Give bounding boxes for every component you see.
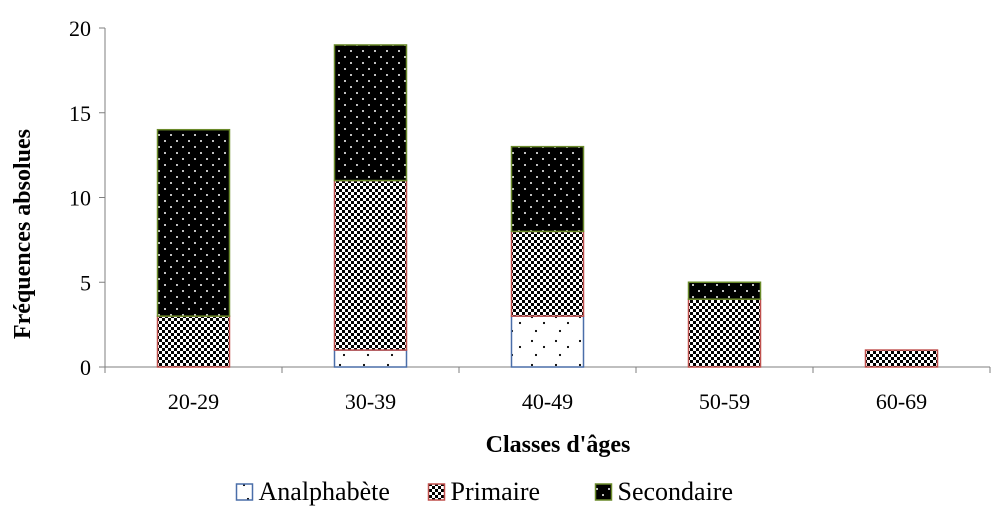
x-tick-label: 50-59 xyxy=(699,389,750,414)
bar-segment xyxy=(333,44,408,182)
bar-segment xyxy=(510,230,585,317)
legend-swatch xyxy=(594,483,613,501)
bar-segment xyxy=(864,349,939,368)
legend-label: Secondaire xyxy=(618,477,734,506)
bar-segment xyxy=(156,128,231,317)
y-axis-title: Fréquences absolues xyxy=(10,129,36,339)
legend-swatch xyxy=(235,483,254,501)
legend-label: Primaire xyxy=(451,477,541,506)
x-tick-label: 30-39 xyxy=(345,389,396,414)
bar-segment xyxy=(333,349,408,368)
x-tick-label: 20-29 xyxy=(168,389,219,414)
x-ticks: 20-29 30-39 40-49 50-59 60-69 xyxy=(104,367,991,414)
x-tick-label: 40-49 xyxy=(522,389,573,414)
y-tick-label: 20 xyxy=(69,16,91,41)
legend-swatch xyxy=(427,483,446,501)
y-tick-label: 0 xyxy=(80,355,91,380)
y-tick-label: 5 xyxy=(80,270,91,295)
x-tick-label: 60-69 xyxy=(876,389,927,414)
bar-segment xyxy=(687,281,762,300)
bar-segment xyxy=(333,179,408,351)
legend-label: Analphabète xyxy=(259,477,390,506)
y-tick-label: 15 xyxy=(69,101,91,126)
bars xyxy=(156,44,939,368)
legend: Analphabète Primaire Secondaire xyxy=(235,477,734,506)
bar-segment xyxy=(156,315,231,368)
bar-segment xyxy=(510,145,585,233)
x-axis-title: Classes d'âges xyxy=(486,432,631,458)
y-tick-label: 10 xyxy=(69,186,91,211)
y-ticks: 0 5 10 15 20 xyxy=(69,16,105,380)
bar-segment xyxy=(510,315,585,368)
bar-segment xyxy=(687,298,762,368)
